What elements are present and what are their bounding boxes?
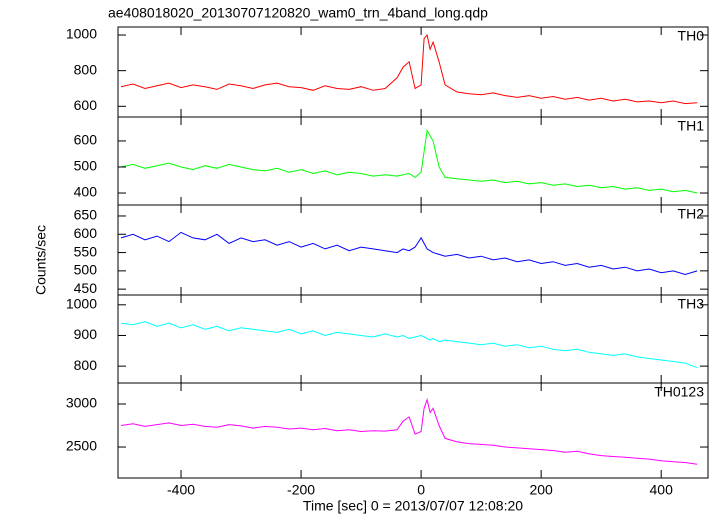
panel-frame: [117, 382, 709, 479]
legend-label: TH0: [678, 28, 705, 44]
y-tick-label: 600: [74, 97, 98, 113]
y-tick-label: 3000: [66, 395, 97, 411]
y-axis-label: Counts/sec: [33, 225, 49, 295]
panel-frame: [117, 26, 709, 118]
chart-title: ae408018020_20130707120820_wam0_trn_4ban…: [108, 5, 488, 21]
x-tick-label: 0: [417, 482, 425, 498]
y-tick-label: 650: [74, 207, 98, 223]
y-tick-label: 400: [74, 184, 98, 200]
y-tick-label: 500: [74, 158, 98, 174]
legend-label: TH3: [678, 296, 705, 312]
series-line: [120, 231, 698, 276]
x-tick-label: 400: [650, 482, 674, 498]
x-tick-label: 200: [529, 482, 553, 498]
x-tick-label: -200: [287, 482, 315, 498]
panel-frame: [117, 116, 709, 206]
y-tick-label: 600: [74, 132, 98, 148]
y-tick-label: 1000: [66, 26, 97, 42]
x-tick-label: -400: [167, 482, 195, 498]
y-tick-label: 450: [74, 280, 98, 296]
legend-label: TH1: [678, 118, 705, 134]
series-line: [120, 128, 698, 194]
y-tick-label: 1000: [66, 296, 97, 312]
y-tick-label: 800: [74, 357, 98, 373]
y-tick-label: 800: [74, 61, 98, 77]
y-tick-label: 500: [74, 262, 98, 278]
y-tick-label: 900: [74, 326, 98, 342]
series-line: [120, 321, 698, 369]
series-line: [120, 397, 698, 465]
legend-label: TH0123: [654, 384, 704, 400]
series-line: [120, 33, 698, 105]
y-tick-label: 600: [74, 225, 98, 241]
legend-label: TH2: [678, 206, 705, 222]
x-axis-label: Time [sec] 0 = 2013/07/07 12:08:20: [303, 498, 523, 514]
y-tick-label: 550: [74, 243, 98, 259]
y-tick-label: 2500: [66, 438, 97, 454]
panel-frame: [117, 294, 709, 384]
panel-frame: [117, 204, 709, 296]
